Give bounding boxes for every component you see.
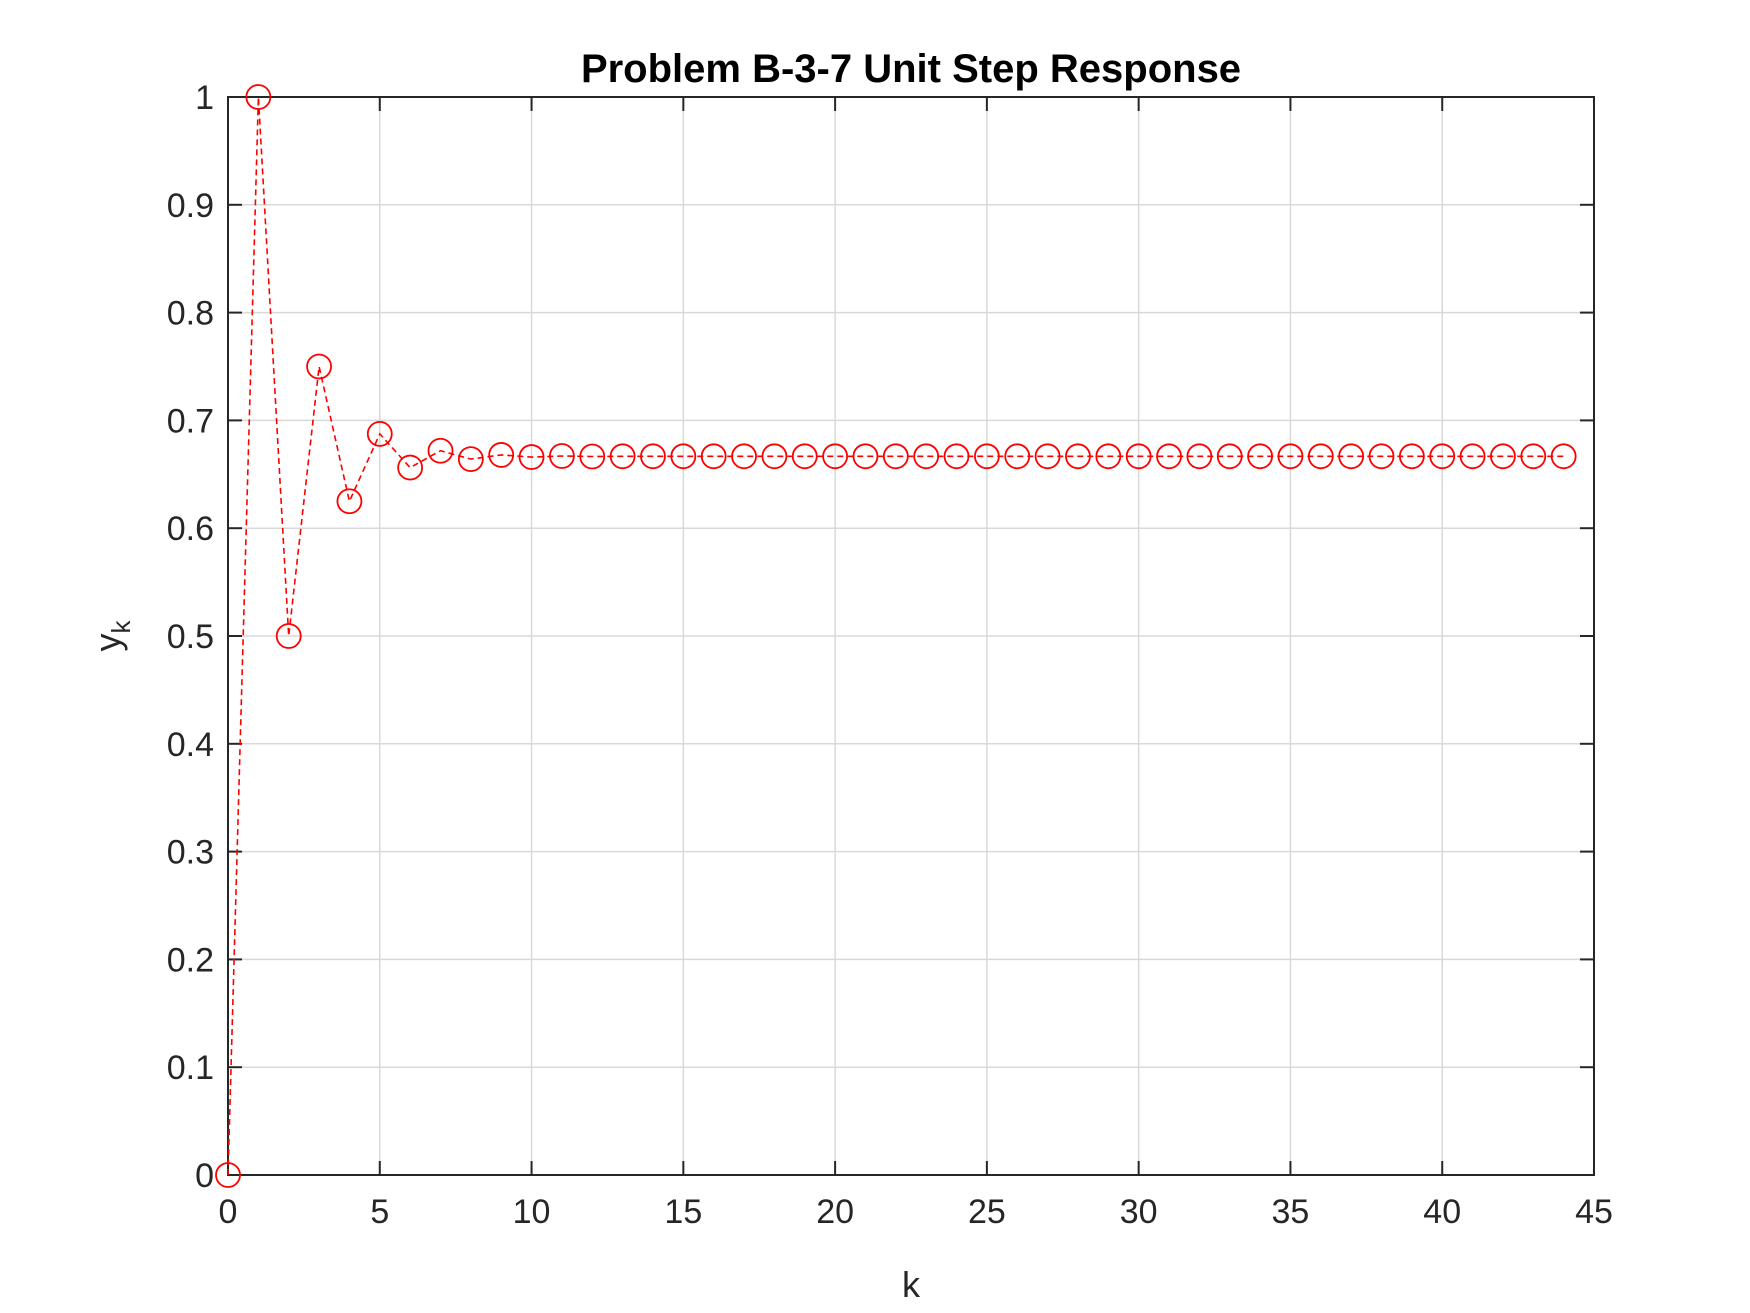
data-point-marker bbox=[1277, 443, 1304, 470]
data-point-marker bbox=[457, 446, 484, 473]
x-tick-label: 15 bbox=[664, 1193, 702, 1231]
data-point-marker bbox=[670, 443, 697, 470]
data-point-marker bbox=[731, 443, 757, 470]
data-point-marker bbox=[336, 488, 363, 515]
y-tick-label: 0.4 bbox=[167, 726, 214, 764]
data-point-marker bbox=[1034, 443, 1061, 470]
series-line bbox=[227, 96, 1564, 1176]
y-tick-label: 0.7 bbox=[167, 402, 214, 440]
data-point-marker bbox=[1004, 443, 1031, 470]
data-point-marker bbox=[761, 443, 788, 470]
data-point-marker bbox=[1368, 443, 1395, 470]
data-point-marker bbox=[1186, 443, 1213, 470]
data-point-marker bbox=[791, 443, 818, 470]
data-point-marker bbox=[1338, 443, 1365, 470]
data-point-marker bbox=[913, 443, 940, 470]
y-tick-label: 0.5 bbox=[167, 618, 214, 656]
data-point-marker bbox=[1307, 443, 1334, 470]
y-tick-label: 0.6 bbox=[167, 510, 214, 548]
data-point-marker bbox=[366, 420, 393, 447]
y-tick-labels: 0 0.1 0.2 0.3 0.4 0.5 0.6 0.7 0.8 0.9 1 bbox=[167, 79, 214, 1195]
data-point-marker bbox=[1459, 443, 1486, 470]
x-tick-label: 5 bbox=[370, 1193, 389, 1231]
y-tick-label: 0.8 bbox=[167, 295, 214, 333]
y-axis-label-base: y bbox=[87, 634, 128, 652]
x-tick-label: 40 bbox=[1423, 1193, 1461, 1231]
chart-title: Problem B-3-7 Unit Step Response bbox=[581, 47, 1241, 91]
y-tick-label: 0 bbox=[195, 1157, 214, 1195]
data-point-marker bbox=[822, 443, 849, 470]
data-point-marker bbox=[549, 443, 575, 469]
data-point-marker bbox=[397, 454, 424, 481]
x-tick-label: 10 bbox=[513, 1193, 551, 1231]
data-point-marker bbox=[518, 444, 545, 470]
data-point-marker bbox=[275, 623, 302, 649]
data-point-marker bbox=[1156, 443, 1182, 470]
data-point-marker bbox=[1429, 443, 1456, 470]
y-tick-label: 1 bbox=[195, 79, 214, 117]
data-point-marker bbox=[1247, 443, 1273, 470]
data-point-marker bbox=[488, 442, 515, 468]
data-point-marker bbox=[609, 443, 636, 470]
data-point-marker bbox=[579, 443, 606, 470]
data-point-marker bbox=[973, 443, 1000, 470]
data-point-marker bbox=[1398, 443, 1425, 470]
x-tick-label: 45 bbox=[1575, 1193, 1613, 1231]
data-point-marker bbox=[1216, 443, 1243, 470]
y-axis-label: yk bbox=[87, 620, 136, 652]
y-tick-label: 0.1 bbox=[167, 1049, 214, 1087]
x-tick-labels: 0 5 10 15 20 25 30 35 40 45 bbox=[219, 1193, 1613, 1231]
series-y-k bbox=[215, 84, 1577, 1188]
x-tick-label: 0 bbox=[219, 1193, 238, 1231]
data-point-marker bbox=[1490, 443, 1516, 470]
data-point-marker bbox=[215, 1162, 241, 1188]
data-point-marker bbox=[1065, 443, 1091, 470]
data-point-marker bbox=[1550, 443, 1577, 470]
data-point-marker bbox=[427, 437, 454, 464]
x-tick-label: 35 bbox=[1272, 1193, 1310, 1231]
x-tick-label: 30 bbox=[1120, 1193, 1158, 1231]
data-point-marker bbox=[882, 443, 909, 470]
data-point-marker bbox=[1095, 443, 1122, 470]
data-point-marker bbox=[1520, 443, 1547, 470]
y-tick-label: 0.3 bbox=[167, 834, 214, 872]
y-tick-label: 0.9 bbox=[167, 187, 214, 225]
y-axis-label-subscript: k bbox=[106, 620, 136, 634]
data-point-marker bbox=[306, 353, 332, 380]
data-point-marker bbox=[852, 443, 879, 470]
data-point-marker bbox=[1125, 443, 1152, 470]
data-point-marker bbox=[700, 443, 727, 470]
x-axis-label: k bbox=[902, 1264, 921, 1305]
x-tick-label: 25 bbox=[968, 1193, 1006, 1231]
data-point-marker bbox=[245, 84, 272, 110]
x-tick-label: 20 bbox=[816, 1193, 854, 1231]
data-point-marker bbox=[943, 443, 970, 470]
data-point-marker bbox=[640, 443, 666, 470]
axis-ticks bbox=[227, 96, 1595, 1176]
y-tick-label: 0.2 bbox=[167, 941, 214, 979]
